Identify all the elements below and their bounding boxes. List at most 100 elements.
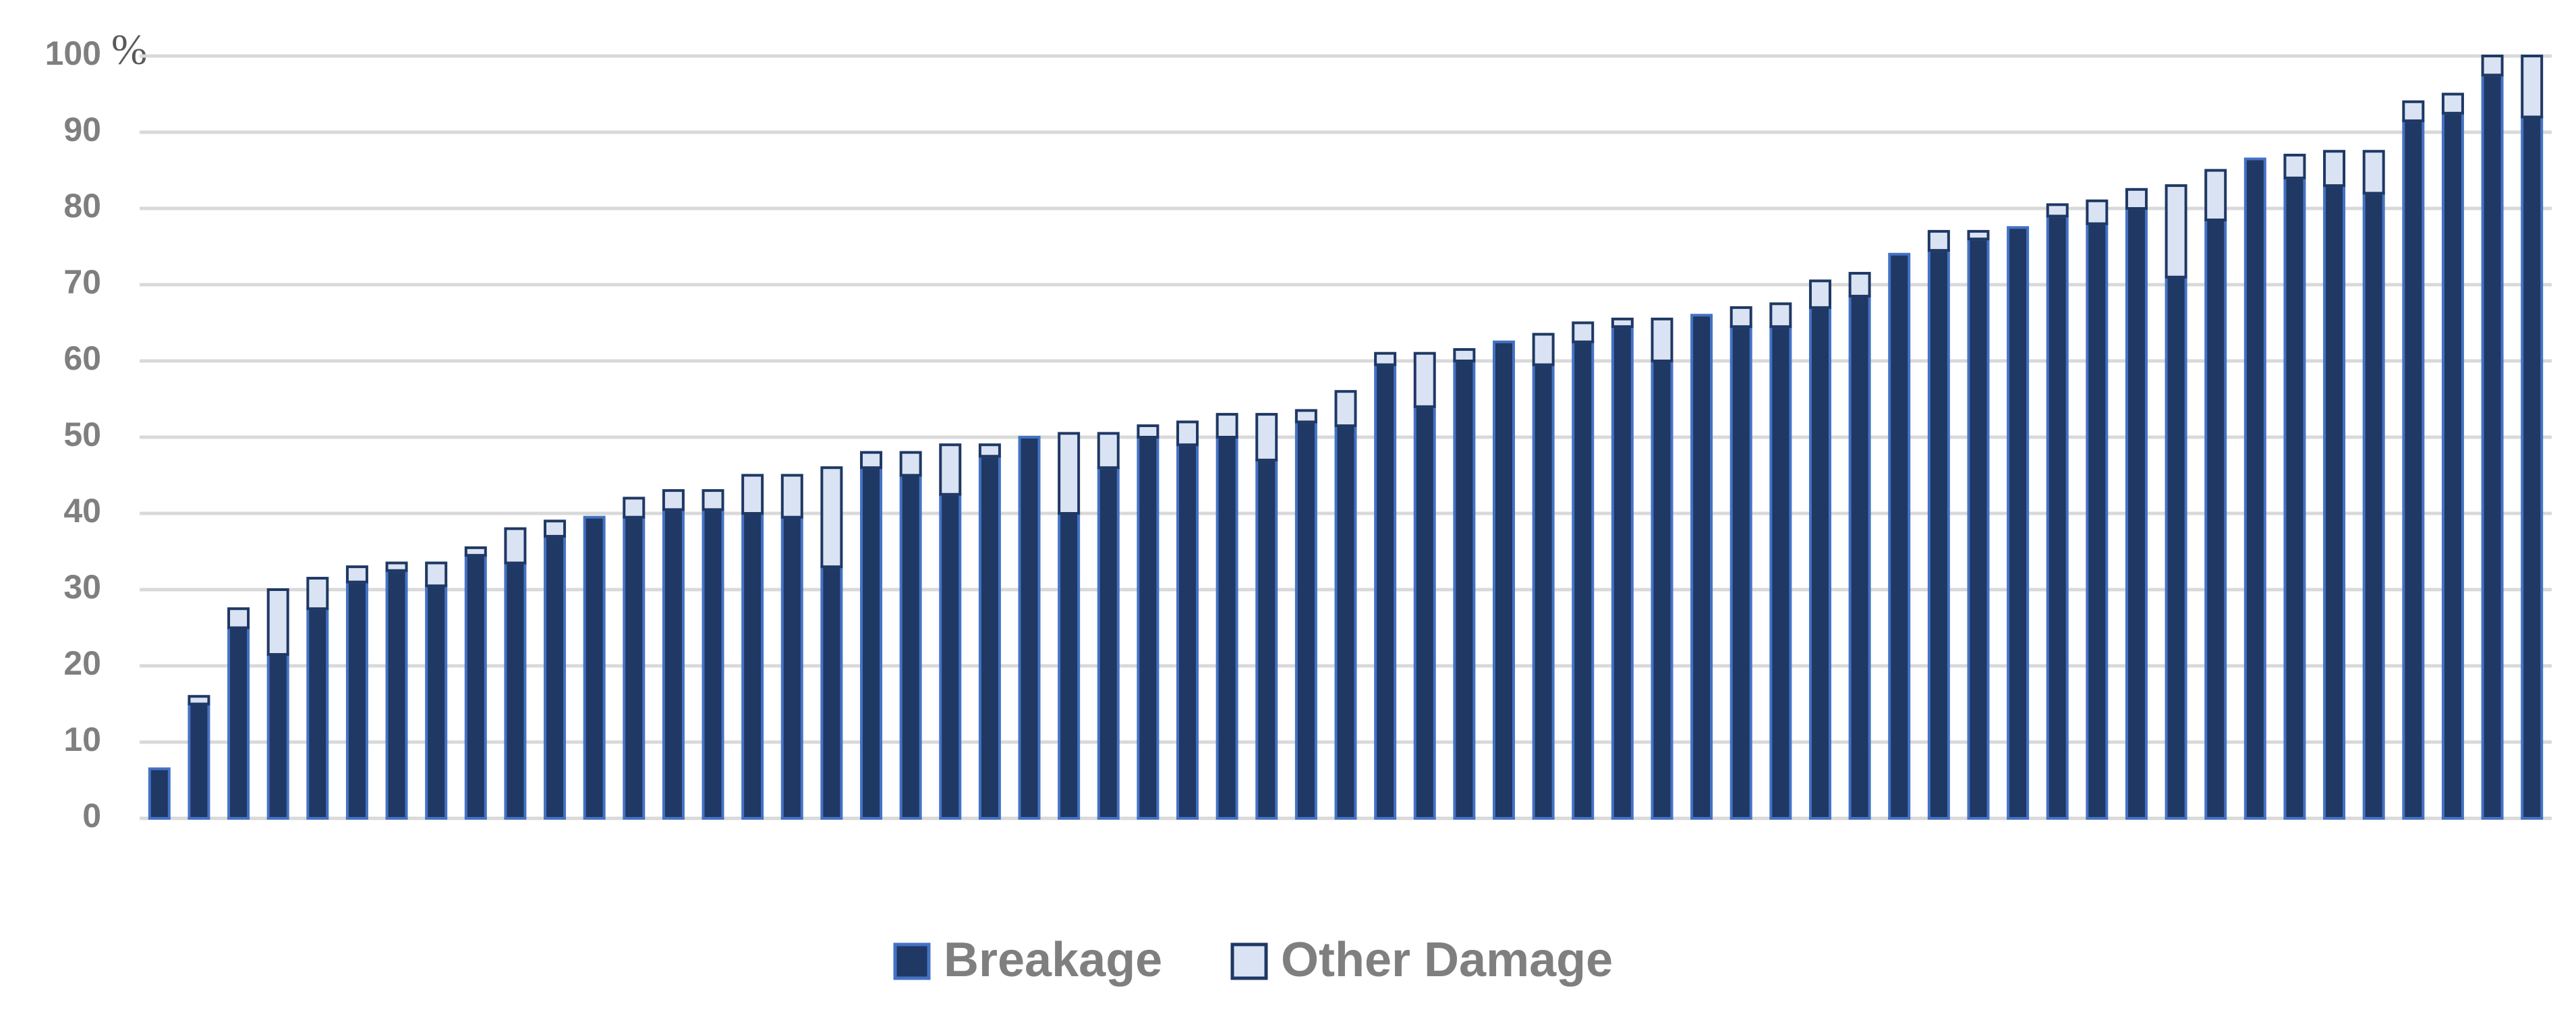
bar-segment xyxy=(148,767,171,820)
y-tick-label: 60 xyxy=(63,339,101,377)
bar-segment xyxy=(899,451,922,477)
bar-segment xyxy=(1413,405,1436,820)
bar-segment xyxy=(1374,363,1397,820)
bar-segment xyxy=(2481,55,2504,77)
bar-segment xyxy=(1453,360,1476,820)
bar-segment xyxy=(2283,153,2306,179)
bar-segment xyxy=(306,607,329,820)
y-tick-label: 10 xyxy=(63,721,101,758)
bar-segment xyxy=(266,588,289,656)
bar-segment xyxy=(702,508,724,820)
bar-segment xyxy=(1651,360,1673,820)
bar-segment xyxy=(978,455,1001,820)
bar-segment xyxy=(2007,226,2030,820)
bar-segment xyxy=(2243,157,2266,820)
bar-segment xyxy=(385,561,408,572)
bar-segment xyxy=(1848,294,1871,820)
legend-swatch xyxy=(893,942,931,980)
bar-segment xyxy=(1572,340,1595,820)
bar-segment xyxy=(2323,184,2346,820)
legend-label: Breakage xyxy=(944,933,1162,987)
bar-segment xyxy=(2204,169,2227,221)
bar-segment xyxy=(623,497,646,519)
bar-segment xyxy=(2165,275,2187,820)
bar-segment xyxy=(2046,215,2069,820)
y-tick-label: 90 xyxy=(63,111,101,148)
bar-segment xyxy=(1097,432,1120,470)
bar-segment xyxy=(1453,348,1476,362)
bar-segment xyxy=(2362,192,2385,820)
bar-segment xyxy=(820,466,843,569)
bar-segment xyxy=(464,554,487,820)
bar-segment xyxy=(741,512,764,820)
bar-segment xyxy=(1808,279,1831,309)
bar-segment xyxy=(227,626,250,820)
bar-segment xyxy=(1215,436,1238,820)
bar-segment xyxy=(860,466,883,820)
bar-segment xyxy=(1294,409,1317,424)
bar-segment xyxy=(1848,272,1871,298)
bar-segment xyxy=(1492,340,1515,820)
bar-segment xyxy=(1651,317,1673,363)
bar-segment xyxy=(188,702,210,820)
bar-segment xyxy=(741,474,764,515)
bar-segment xyxy=(1413,351,1436,408)
bar-segment xyxy=(623,515,646,820)
bar-segment xyxy=(1176,420,1199,447)
bar-segment xyxy=(1611,317,1634,329)
y-tick-label: 0 xyxy=(82,797,101,835)
y-tick-label: 100 xyxy=(45,34,101,72)
bar-segment xyxy=(345,565,368,584)
bar-segment xyxy=(1611,325,1634,820)
bar-segment xyxy=(780,474,803,519)
bar-segment xyxy=(939,492,962,820)
bar-segment xyxy=(1058,432,1081,515)
bar-segment xyxy=(504,561,527,820)
bar-segment xyxy=(662,508,685,820)
bar-segment xyxy=(2125,207,2148,820)
bar-segment xyxy=(1255,413,1278,461)
bar-segment xyxy=(820,565,843,820)
bar-segment xyxy=(1729,325,1752,820)
bar-segment xyxy=(2086,199,2109,225)
bar-segment xyxy=(1058,512,1081,820)
bar-segment xyxy=(1294,420,1317,820)
bar-segment xyxy=(227,607,250,629)
y-axis-label: % xyxy=(111,26,147,74)
bar-segment xyxy=(780,515,803,820)
bar-segment xyxy=(188,695,210,706)
bar-segment xyxy=(544,534,567,820)
bar-segment xyxy=(1769,325,1792,820)
y-tick-label: 40 xyxy=(63,492,101,530)
bar-segment xyxy=(1137,436,1160,820)
bar-segment xyxy=(1334,390,1357,428)
bar-segment xyxy=(978,443,1001,458)
bar-segment xyxy=(2086,222,2109,820)
bar-segment xyxy=(2441,92,2464,115)
bar-segment xyxy=(2204,218,2227,820)
bar-segment xyxy=(2521,115,2544,820)
bar-segment xyxy=(1888,252,1911,820)
bar-segment xyxy=(939,443,962,496)
y-tick-label: 20 xyxy=(63,644,101,682)
bar-segment xyxy=(1215,413,1238,439)
bar-segment xyxy=(1967,229,1990,241)
y-tick-label: 80 xyxy=(63,187,101,225)
bar-segment xyxy=(1927,229,1950,252)
bar-segment xyxy=(899,474,922,820)
bar-segment xyxy=(2521,55,2544,119)
bar-segment xyxy=(1097,466,1120,820)
bar-segment xyxy=(425,561,448,588)
bar-segment xyxy=(1137,424,1160,439)
bar-segment xyxy=(1334,424,1357,820)
y-tick-label: 70 xyxy=(63,263,101,301)
bar-segment xyxy=(2046,203,2069,218)
bar-segment xyxy=(2441,111,2464,820)
bar-segment xyxy=(1176,443,1199,820)
bar-segment xyxy=(1729,306,1752,329)
bar-segment xyxy=(266,653,289,820)
bar-segment xyxy=(2165,184,2187,279)
bar-segment xyxy=(583,515,606,820)
bar-segment xyxy=(2323,150,2346,188)
